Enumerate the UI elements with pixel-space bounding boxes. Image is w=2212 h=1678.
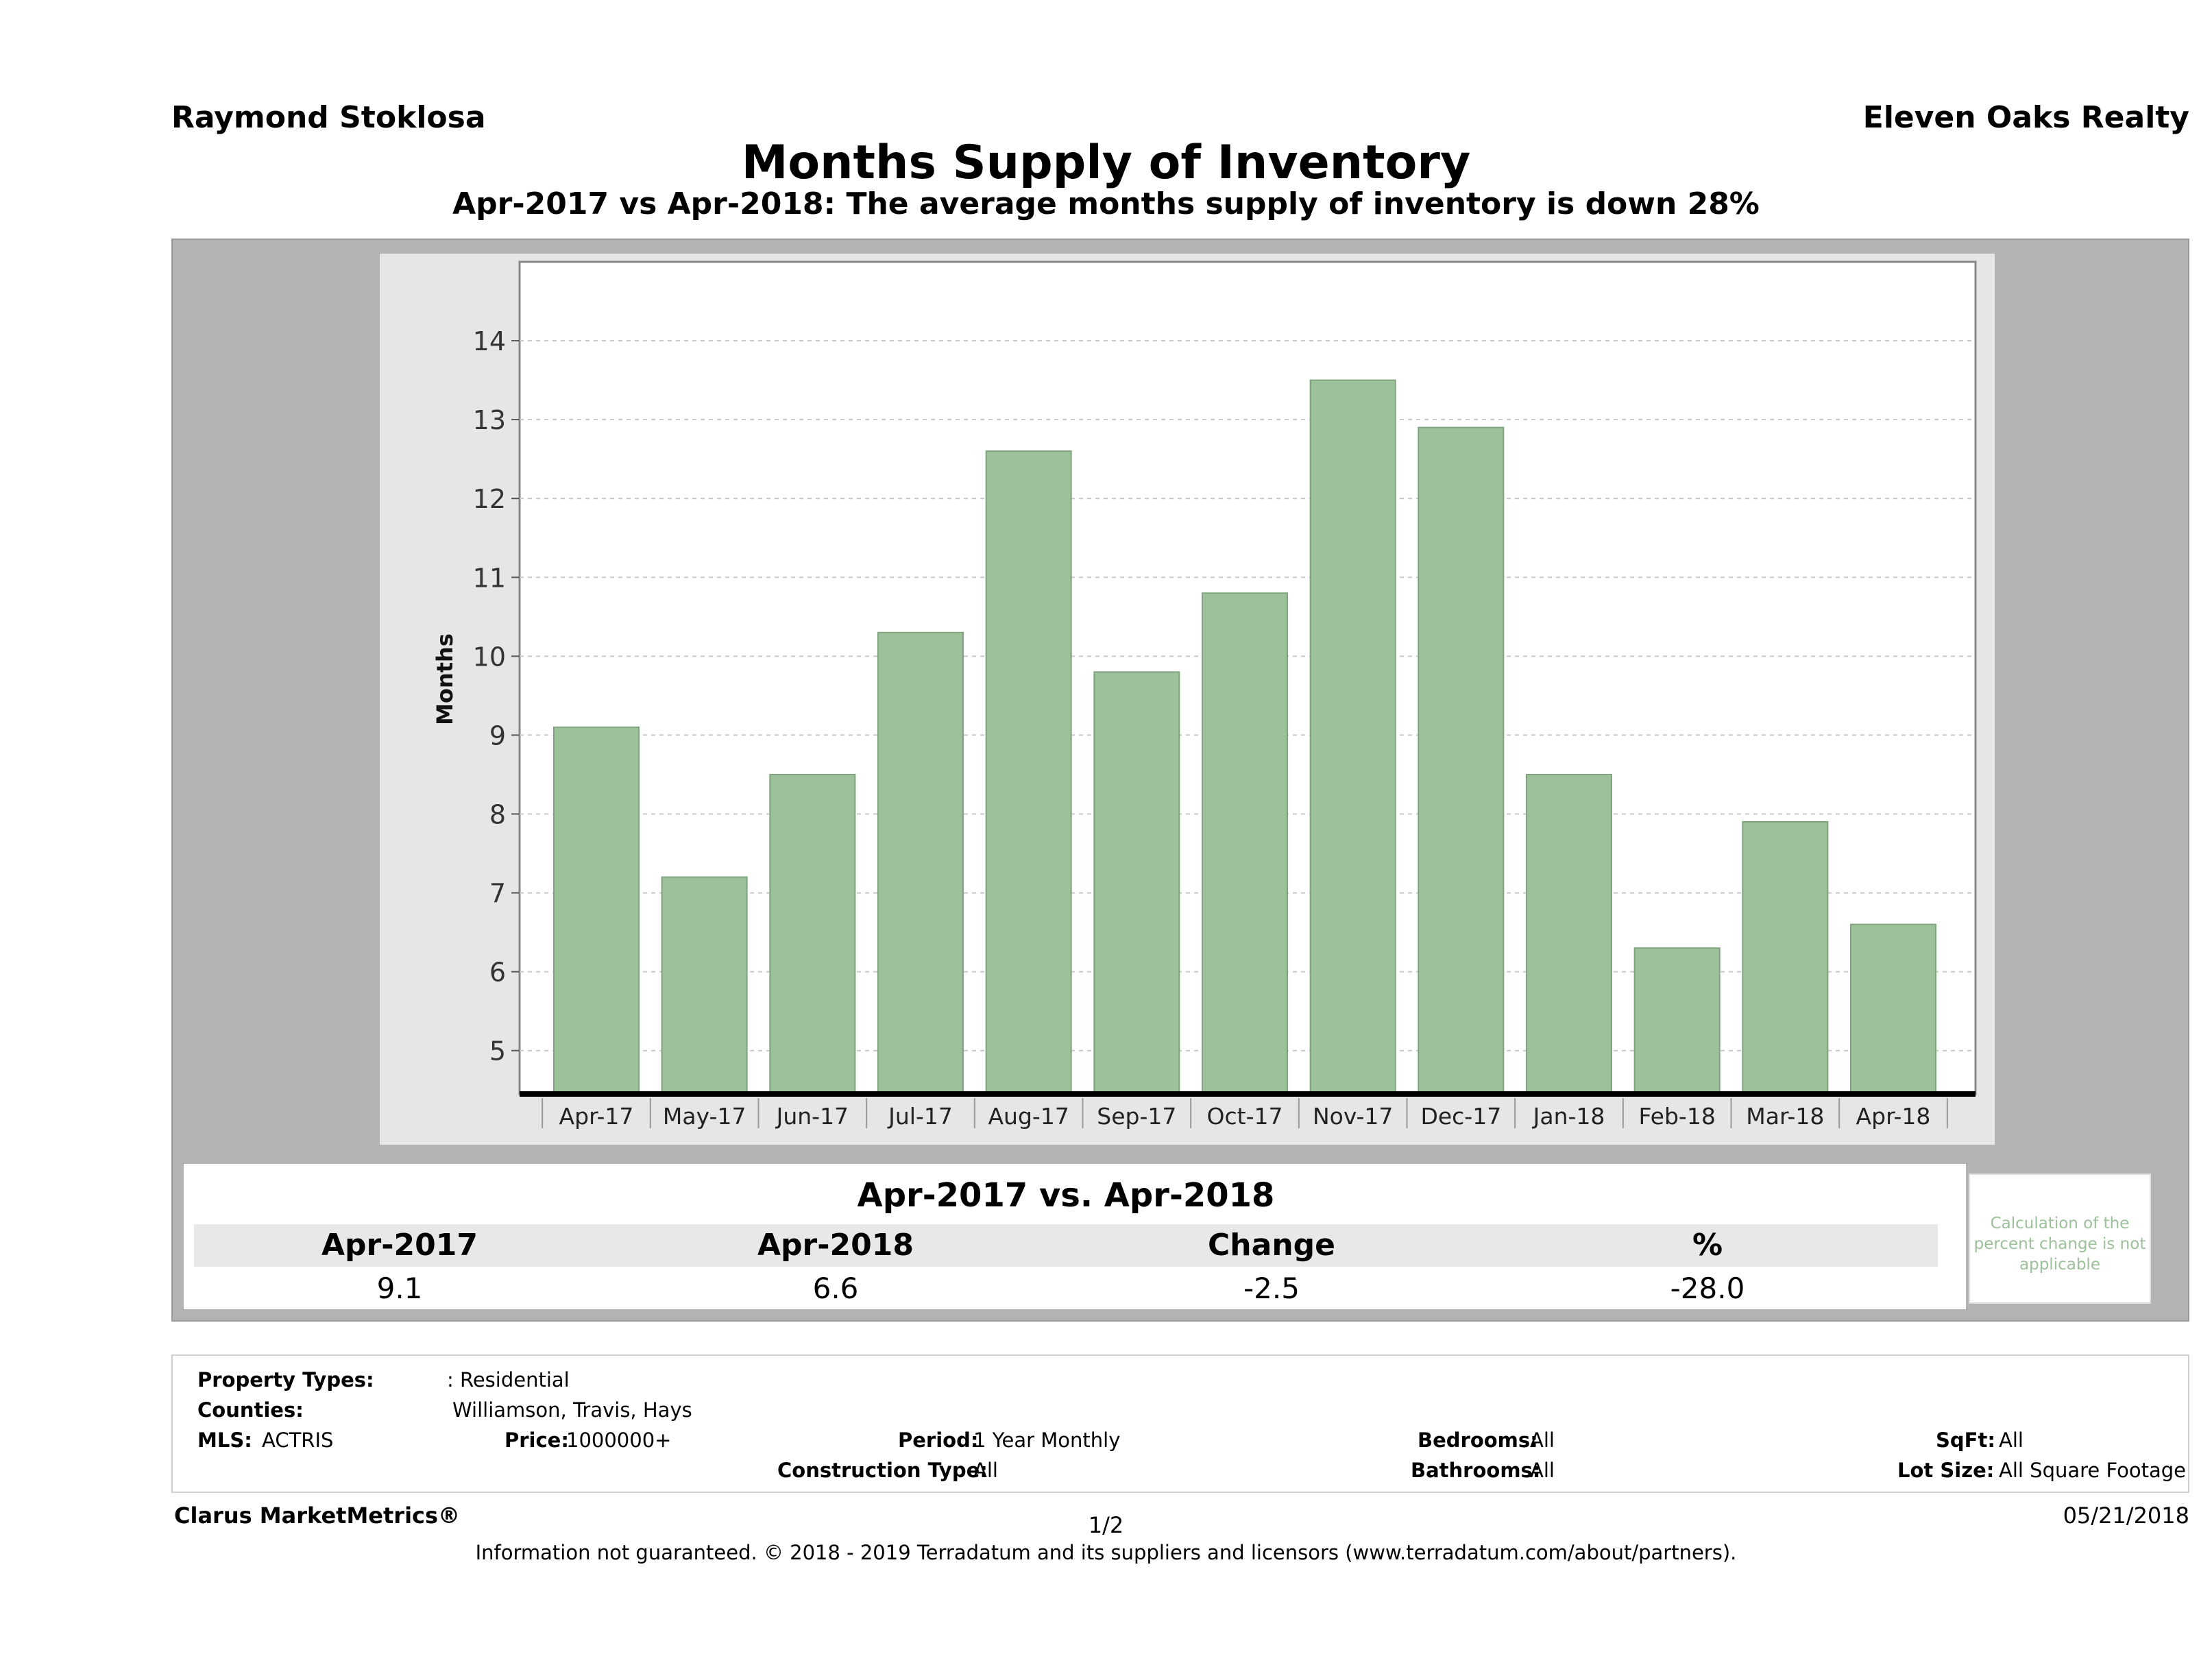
y-tick-label: 14 <box>473 326 506 356</box>
comparison-label-end: Apr-2018 <box>757 1228 914 1263</box>
bar <box>1850 923 1936 1095</box>
disclaimer: Information not guaranteed. © 2018 - 201… <box>475 1541 1737 1564</box>
comparison-label-change: Change <box>1208 1228 1335 1263</box>
x-tick-label: Jan-18 <box>1532 1103 1605 1130</box>
x-tick-label: Jun-17 <box>775 1103 849 1130</box>
y-tick-label: 9 <box>489 720 506 751</box>
y-tick-label: 8 <box>489 799 506 829</box>
y-tick-label: 13 <box>473 405 506 435</box>
sqft-label: SqFt: <box>1936 1428 1995 1452</box>
lot-size-value: All Square Footage <box>1999 1459 2187 1482</box>
y-tick-label: 11 <box>473 563 506 593</box>
comparison-values-row: 9.1 6.6 -2.5 -28.0 <box>194 1269 1938 1308</box>
y-tick-label: 6 <box>489 958 506 988</box>
bar <box>1418 426 1505 1095</box>
lot-size-label: Lot Size: <box>1897 1459 1995 1482</box>
price-label: Price: <box>505 1428 569 1452</box>
bar <box>661 876 748 1095</box>
period-label: Period: <box>898 1428 979 1452</box>
comparison-value-percent: -28.0 <box>1670 1272 1745 1305</box>
comparison-label-percent: % <box>1692 1228 1723 1263</box>
bedrooms-label: Bedrooms: <box>1418 1428 1538 1452</box>
bar <box>769 773 856 1095</box>
y-axis-label: Months <box>432 633 458 725</box>
bedrooms-value: All <box>1530 1428 1555 1452</box>
x-tick-label: Oct-17 <box>1207 1103 1283 1130</box>
x-tick-label: May-17 <box>663 1103 746 1130</box>
bar <box>1633 947 1721 1095</box>
x-tick-label: Feb-18 <box>1639 1103 1716 1130</box>
bar <box>1309 379 1396 1095</box>
y-tick-label: 7 <box>489 879 506 909</box>
x-tick-label: Apr-17 <box>559 1103 634 1130</box>
comparison-heading: Apr-2017 vs. Apr-2018 <box>194 1174 1938 1217</box>
comparison-label-start: Apr-2017 <box>321 1228 478 1263</box>
mls-value: ACTRIS <box>262 1428 334 1452</box>
brokerage-name: Eleven Oaks Realty <box>1862 100 2189 135</box>
counties-label: Counties: <box>197 1398 304 1422</box>
chart-subtitle: Apr-2017 vs Apr-2018: The average months… <box>452 186 1760 221</box>
bar <box>553 726 640 1095</box>
x-tick-label: Sep-17 <box>1097 1103 1176 1130</box>
bathrooms-value: All <box>1530 1459 1555 1482</box>
product-name: Clarus MarketMetrics® <box>174 1503 461 1529</box>
period-value: 1 Year Monthly <box>973 1428 1121 1452</box>
bar <box>1202 592 1288 1095</box>
x-tick-label: Jul-17 <box>887 1103 953 1130</box>
construction-type-value: All <box>973 1459 998 1482</box>
page-number: 1/2 <box>1088 1512 1124 1538</box>
comparison-value-start: 9.1 <box>376 1272 423 1305</box>
percent-change-note: Calculation of the percent change is not… <box>1969 1174 2151 1304</box>
mls-label: MLS: <box>197 1428 252 1452</box>
chart-title: Months Supply of Inventory <box>741 136 1471 190</box>
x-tick-label: Mar-18 <box>1746 1103 1824 1130</box>
comparison-value-end: 6.6 <box>812 1272 859 1305</box>
x-tick-label: Aug-17 <box>988 1103 1069 1130</box>
property-types-label: Property Types: <box>197 1368 374 1391</box>
comparison-labels-row: Apr-2017 Apr-2018 Change % <box>194 1224 1938 1267</box>
x-tick-label: Apr-18 <box>1856 1103 1931 1130</box>
y-tick-label: 10 <box>473 642 506 672</box>
sqft-value: All <box>1999 1428 2023 1452</box>
x-tick-label: Dec-17 <box>1420 1103 1501 1130</box>
construction-type-label: Construction Type: <box>777 1459 988 1482</box>
y-tick-label: 5 <box>489 1036 506 1067</box>
filter-info-box: Property Types: : Residential Counties: … <box>171 1354 2189 1493</box>
report-date: 05/21/2018 <box>2063 1503 2189 1529</box>
y-tick-label: 12 <box>473 484 506 514</box>
bar <box>1742 821 1829 1095</box>
bar <box>985 450 1072 1095</box>
comparison-value-change: -2.5 <box>1243 1272 1300 1305</box>
agent-name: Raymond Stoklosa <box>171 100 486 135</box>
bar <box>877 631 964 1095</box>
x-tick-label: Nov-17 <box>1313 1103 1393 1130</box>
counties-value: Williamson, Travis, Hays <box>452 1398 692 1422</box>
bar <box>1093 671 1180 1095</box>
property-types-value: : Residential <box>447 1368 570 1391</box>
price-value: 1000000+ <box>566 1428 672 1452</box>
bathrooms-label: Bathrooms: <box>1411 1459 1541 1482</box>
bar <box>1526 773 1612 1095</box>
